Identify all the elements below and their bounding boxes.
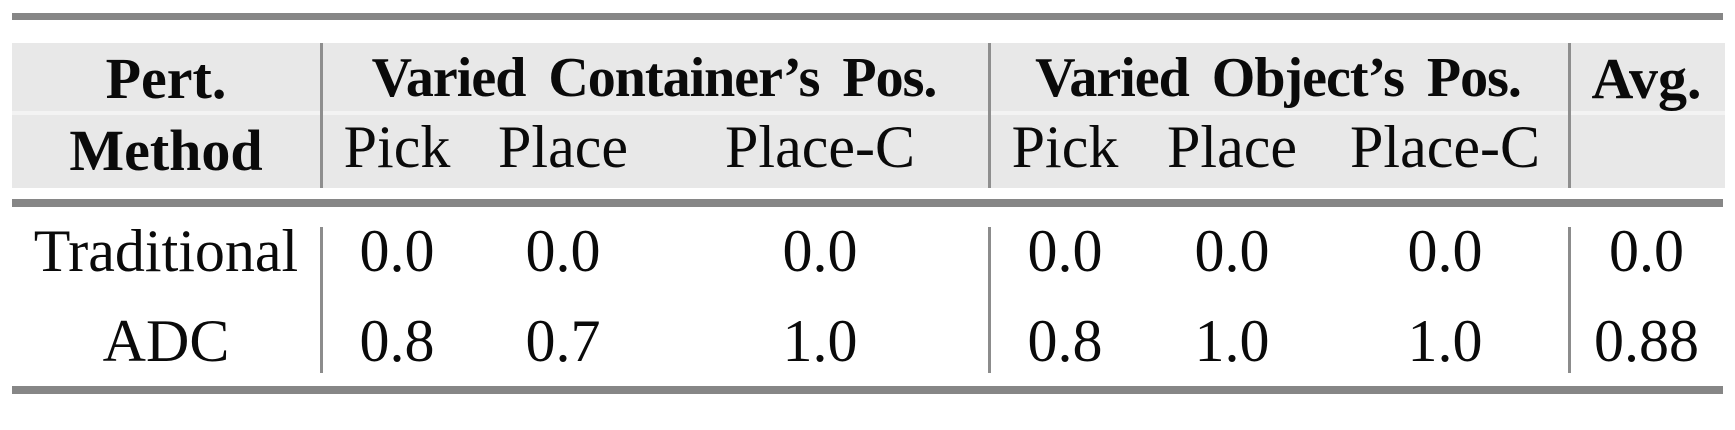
row-traditional-g1-pick: 0.0 <box>359 218 435 285</box>
header-cell-method: Pert. Method <box>12 43 320 188</box>
header-subcol-g2-place-c: Place-C <box>1350 114 1540 180</box>
body-grid: Traditional 0.0 0.0 0.0 0.0 0.0 0.0 0.0 … <box>12 207 1725 386</box>
row-traditional-g2-place: 0.0 <box>1194 218 1270 285</box>
body-separator-1 <box>320 227 323 373</box>
row-adc-method: ADC <box>102 307 230 374</box>
row-adc-g1-place: 0.7 <box>525 307 601 374</box>
header-row-seam <box>12 111 1725 115</box>
header-subcol-g1-place: Place <box>498 114 628 180</box>
row-adc-avg: 0.88 <box>1594 307 1699 374</box>
body-separator-3 <box>1568 227 1571 373</box>
row-traditional-g1-place-c: 0.0 <box>782 218 858 285</box>
header-subcol-g2-place: Place <box>1167 114 1297 180</box>
row-adc-g2-pick: 0.8 <box>1027 307 1103 374</box>
table-body: Traditional 0.0 0.0 0.0 0.0 0.0 0.0 0.0 … <box>12 207 1725 386</box>
header-group2-title: Varied Object’s Pos. <box>1035 47 1522 109</box>
body-separator-2 <box>988 227 991 373</box>
header-avg-label: Avg. <box>1591 45 1702 111</box>
header-subcol-g1-place-c: Place-C <box>725 114 915 180</box>
row-adc-g2-place: 1.0 <box>1194 307 1270 374</box>
header-method-line2: Method <box>69 118 263 183</box>
table-header: Pert. Method Varied Container’s Pos. Var… <box>12 43 1725 188</box>
header-separator-1 <box>320 43 323 188</box>
header-separator-2 <box>988 43 991 188</box>
row-adc-g1-pick: 0.8 <box>359 307 435 374</box>
table-top-rule <box>12 13 1723 20</box>
row-adc-g1-place-c: 1.0 <box>782 307 858 374</box>
table-mid-rule <box>12 199 1723 207</box>
row-traditional-g1-place: 0.0 <box>525 218 601 285</box>
row-traditional-g2-pick: 0.0 <box>1027 218 1103 285</box>
row-traditional-g2-place-c: 0.0 <box>1407 218 1483 285</box>
table-bottom-rule <box>12 386 1723 394</box>
header-grid: Pert. Method Varied Container’s Pos. Var… <box>12 43 1725 188</box>
row-adc-g2-place-c: 1.0 <box>1407 307 1483 374</box>
header-method-line1: Pert. <box>105 45 227 111</box>
row-traditional-method: Traditional <box>33 218 299 285</box>
header-separator-3 <box>1568 43 1571 188</box>
header-subcol-g2-pick: Pick <box>1011 114 1119 180</box>
header-subcol-g1-pick: Pick <box>343 114 451 180</box>
header-group1-title: Varied Container’s Pos. <box>371 47 938 109</box>
row-traditional-avg: 0.0 <box>1609 218 1684 285</box>
